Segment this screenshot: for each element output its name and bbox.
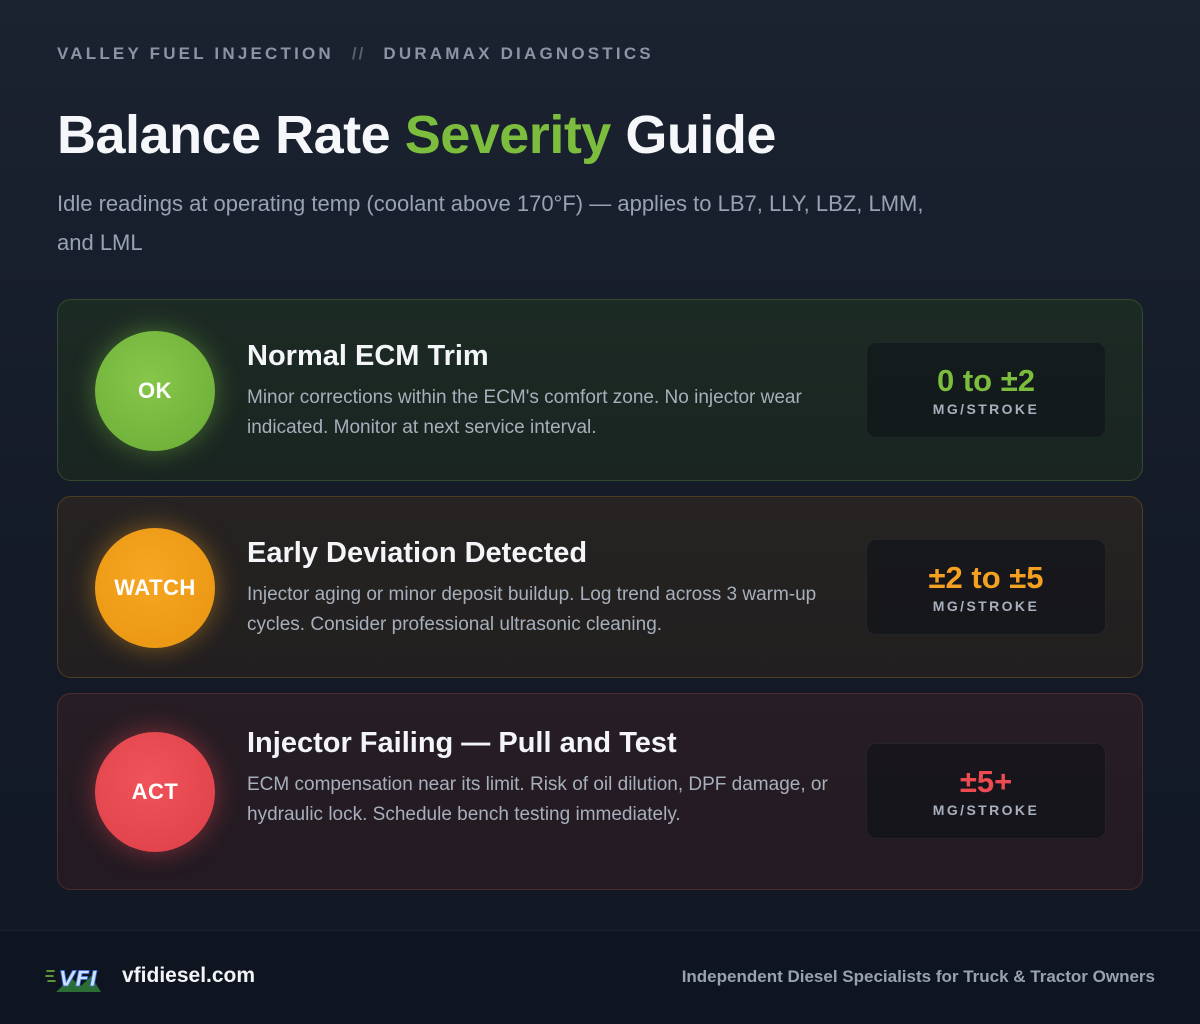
range-value: ±2 to ±5 <box>928 560 1044 595</box>
watch-badge: WATCH <box>95 528 215 648</box>
severity-card-act: ACT Injector Failing — Pull and Test ECM… <box>57 693 1143 890</box>
range-value: 0 to ±2 <box>937 363 1035 398</box>
severity-card-watch: WATCH Early Deviation Detected Injector … <box>57 496 1143 678</box>
logo-text: VFI <box>59 967 98 991</box>
card-text: Injector Failing — Pull and Test ECM com… <box>247 727 837 830</box>
brand-name: VALLEY FUEL INJECTION <box>57 44 334 63</box>
range-unit: MG/STROKE <box>932 802 1040 818</box>
range-value: ±5+ <box>959 764 1013 799</box>
card-text: Early Deviation Detected Injector aging … <box>247 537 837 640</box>
eyebrow-separator: // <box>351 44 366 63</box>
footer-domain: vfidiesel.com <box>122 964 256 987</box>
card-title: Injector Failing — Pull and Test <box>247 727 677 759</box>
title-part2: Guide <box>625 105 776 165</box>
card-description: Minor corrections within the ECM's comfo… <box>247 387 802 438</box>
page-subtitle: Idle readings at operating temp (coolant… <box>57 191 924 255</box>
range-box: 0 to ±2 MG/STROKE <box>866 342 1106 438</box>
footer-tagline: Independent Diesel Specialists for Truck… <box>681 967 1155 986</box>
eyebrow: VALLEY FUEL INJECTION // DURAMAX DIAGNOS… <box>57 44 654 64</box>
section-name: DURAMAX DIAGNOSTICS <box>383 44 654 63</box>
range-box: ±2 to ±5 MG/STROKE <box>866 539 1106 635</box>
card-text: Normal ECM Trim Minor corrections within… <box>247 340 837 443</box>
card-title: Early Deviation Detected <box>247 537 588 569</box>
range-unit: MG/STROKE <box>932 598 1040 614</box>
severity-card-ok: OK Normal ECM Trim Minor corrections wit… <box>57 299 1143 481</box>
card-description: Injector aging or minor deposit buildup.… <box>247 584 817 635</box>
ok-badge: OK <box>95 331 215 451</box>
range-unit: MG/STROKE <box>932 401 1040 417</box>
card-title: Normal ECM Trim <box>247 340 489 372</box>
title-part1: Balance Rate <box>57 105 391 165</box>
act-badge: ACT <box>95 732 215 852</box>
range-box: ±5+ MG/STROKE <box>866 743 1106 839</box>
title-accent: Severity <box>404 105 612 165</box>
vfi-logo-icon: VFI <box>45 967 101 992</box>
footer: VFI vfidiesel.com Independent Diesel Spe… <box>0 930 1200 1024</box>
card-description: ECM compensation near its limit. Risk of… <box>247 774 828 825</box>
page-title: Balance Rate Severity Guide <box>57 104 776 166</box>
